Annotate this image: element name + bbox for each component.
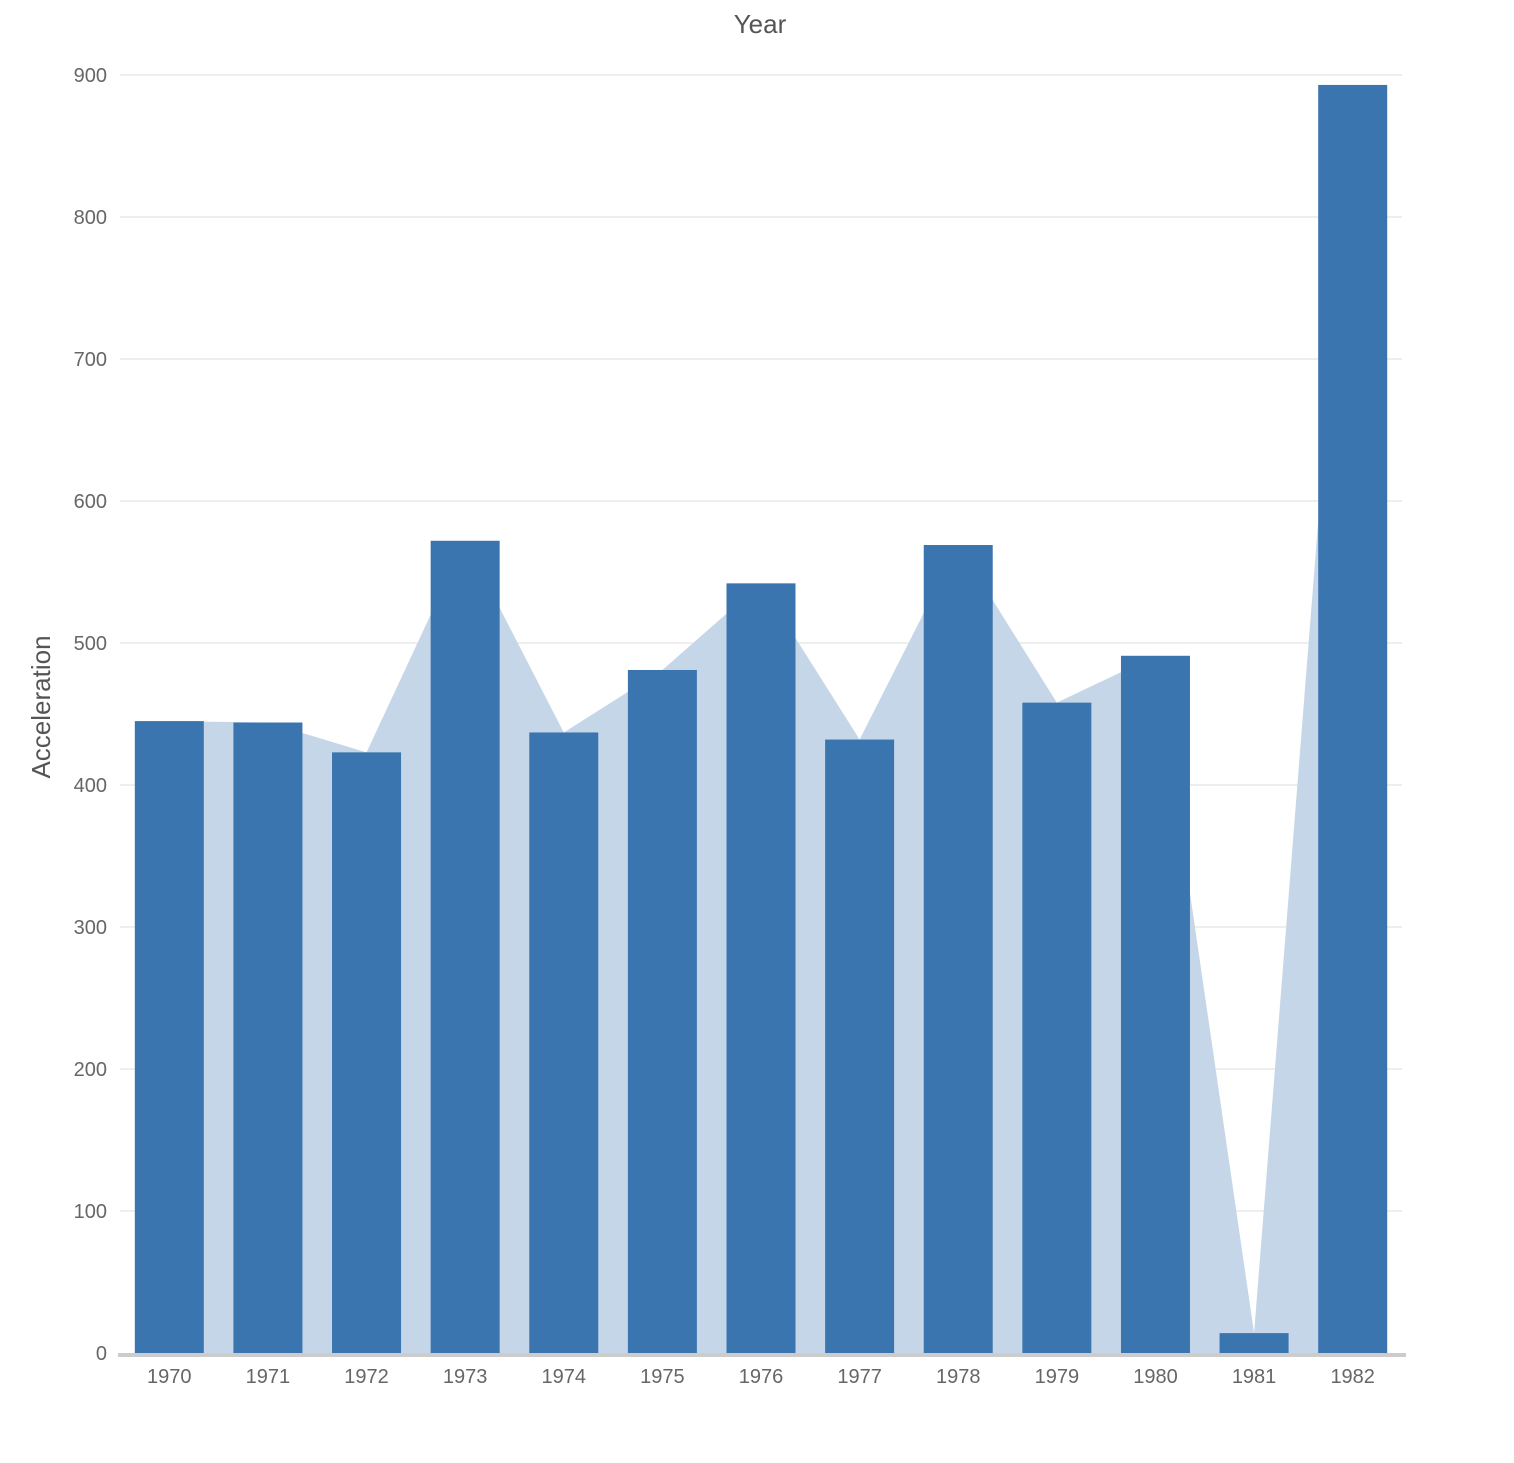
bar-1973[interactable] — [430, 540, 500, 1353]
x-tick-label-1976: 1976 — [739, 1366, 784, 1388]
x-tick-label-1971: 1971 — [246, 1366, 291, 1388]
x-tick-label-1978: 1978 — [936, 1366, 981, 1388]
y-tick-label-600: 600 — [74, 491, 107, 513]
x-tick-label-1979: 1979 — [1035, 1366, 1080, 1388]
y-tick-label-100: 100 — [74, 1201, 107, 1223]
bar-1980[interactable] — [1120, 655, 1190, 1353]
x-axis-title: Year — [734, 9, 787, 39]
bar-1970[interactable] — [134, 721, 204, 1353]
x-tick-labels: 1970 1971 1972 1973 1974 1975 1976 1977 1978 1979… — [147, 1366, 1375, 1388]
bar-1974[interactable] — [529, 732, 599, 1353]
y-tick-label-800: 800 — [74, 207, 107, 229]
x-tick-label-1970: 1970 — [147, 1366, 192, 1388]
x-tick-label-1982: 1982 — [1330, 1366, 1375, 1388]
x-tick-label-1972: 1972 — [344, 1366, 389, 1388]
y-tick-label-700: 700 — [74, 349, 107, 371]
bar-1972[interactable] — [332, 752, 402, 1353]
bar-1978[interactable] — [923, 545, 993, 1353]
x-tick-label-1973: 1973 — [443, 1366, 488, 1388]
bar-layer — [134, 84, 1388, 1354]
y-tick-label-500: 500 — [74, 633, 107, 655]
bar-1975[interactable] — [627, 669, 697, 1353]
y-axis-title: Acceleration — [26, 635, 56, 778]
bar-1976[interactable] — [726, 583, 796, 1353]
bar-1982[interactable] — [1318, 84, 1388, 1354]
x-tick-label-1981: 1981 — [1232, 1366, 1277, 1388]
y-tick-label-200: 200 — [74, 1059, 107, 1081]
bar-1971[interactable] — [233, 722, 303, 1353]
bar-1981[interactable] — [1219, 1333, 1289, 1353]
bar-1977[interactable] — [825, 739, 895, 1353]
bar-1979[interactable] — [1022, 702, 1092, 1353]
y-tick-label-300: 300 — [74, 917, 107, 939]
y-tick-label-900: 900 — [74, 65, 107, 87]
x-tick-label-1980: 1980 — [1133, 1366, 1178, 1388]
y-tick-label-0: 0 — [96, 1343, 107, 1365]
x-tick-label-1977: 1977 — [837, 1366, 882, 1388]
x-tick-label-1975: 1975 — [640, 1366, 685, 1388]
y-tick-label-400: 400 — [74, 775, 107, 797]
y-tick-labels: 0 100 200 300 400 500 600 700 800 900 — [74, 65, 107, 1365]
x-tick-label-1974: 1974 — [542, 1366, 587, 1388]
